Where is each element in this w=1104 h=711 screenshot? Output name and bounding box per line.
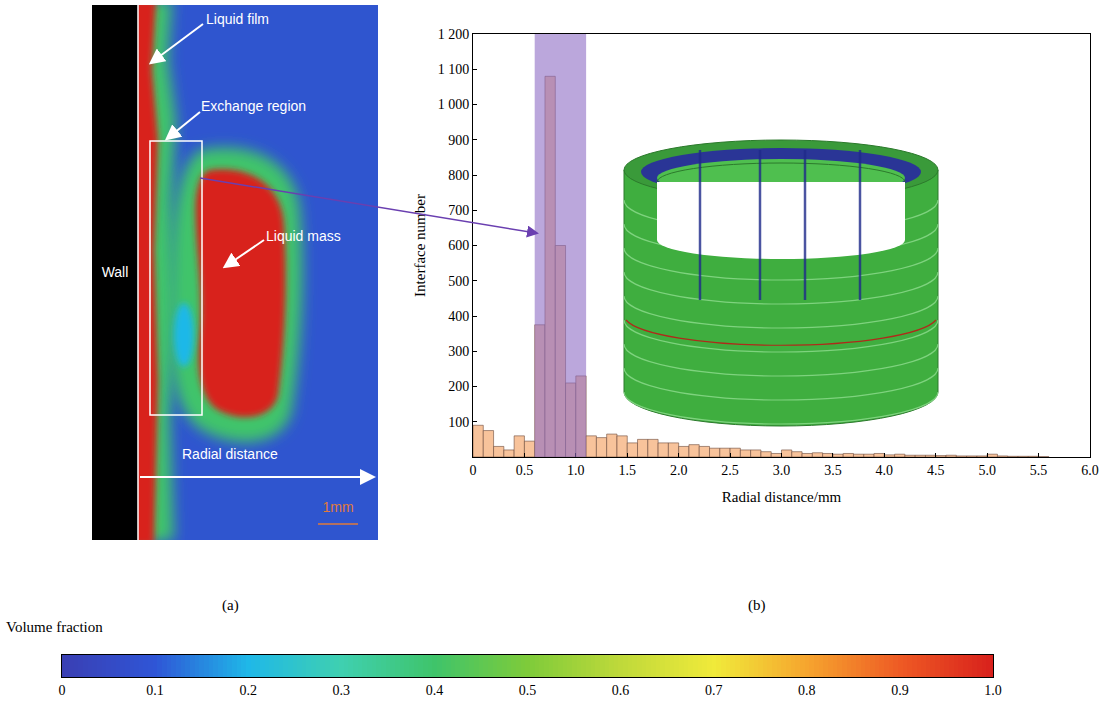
svg-text:200: 200: [448, 379, 469, 394]
svg-text:1.0: 1.0: [984, 683, 1002, 698]
svg-text:1mm: 1mm: [322, 499, 353, 515]
svg-text:5.0: 5.0: [978, 463, 996, 478]
svg-text:0: 0: [470, 463, 477, 478]
svg-text:0.8: 0.8: [798, 683, 816, 698]
svg-text:700: 700: [448, 203, 469, 218]
svg-text:0.6: 0.6: [612, 683, 630, 698]
svg-text:0.3: 0.3: [333, 683, 351, 698]
svg-text:1 100: 1 100: [438, 62, 470, 77]
svg-text:1 000: 1 000: [438, 97, 470, 112]
svg-text:4.5: 4.5: [927, 463, 945, 478]
svg-text:0: 0: [59, 683, 66, 698]
svg-text:Wall: Wall: [102, 264, 129, 280]
svg-text:Liquid mass: Liquid mass: [266, 228, 341, 244]
svg-text:Radial distance/mm: Radial distance/mm: [722, 489, 842, 505]
svg-text:1 200: 1 200: [438, 27, 470, 42]
svg-text:Liquid film: Liquid film: [206, 11, 269, 27]
svg-text:2.5: 2.5: [721, 463, 739, 478]
svg-text:3.0: 3.0: [773, 463, 791, 478]
svg-text:600: 600: [448, 238, 469, 253]
svg-text:(b): (b): [748, 597, 766, 614]
svg-text:6.0: 6.0: [1081, 463, 1099, 478]
svg-text:4.0: 4.0: [876, 463, 894, 478]
svg-text:900: 900: [448, 133, 469, 148]
svg-text:0.1: 0.1: [146, 683, 164, 698]
svg-text:(a): (a): [222, 597, 239, 614]
svg-text:300: 300: [448, 344, 469, 359]
svg-text:0.5: 0.5: [516, 463, 534, 478]
svg-text:Interface number: Interface number: [412, 194, 428, 297]
svg-text:800: 800: [448, 168, 469, 183]
svg-text:0.2: 0.2: [239, 683, 257, 698]
svg-text:0.5: 0.5: [519, 683, 537, 698]
svg-text:500: 500: [448, 274, 469, 289]
svg-text:Exchange region: Exchange region: [201, 98, 306, 114]
svg-text:5.5: 5.5: [1030, 463, 1048, 478]
svg-text:1.5: 1.5: [619, 463, 637, 478]
svg-text:0.7: 0.7: [705, 683, 723, 698]
svg-text:2.0: 2.0: [670, 463, 688, 478]
svg-text:3.5: 3.5: [824, 463, 842, 478]
svg-text:0.4: 0.4: [426, 683, 444, 698]
svg-text:1.0: 1.0: [567, 463, 585, 478]
svg-text:400: 400: [448, 309, 469, 324]
svg-text:0.9: 0.9: [891, 683, 909, 698]
svg-text:Radial distance: Radial distance: [182, 446, 278, 462]
svg-text:Volume fraction: Volume fraction: [6, 619, 103, 635]
svg-text:100: 100: [448, 415, 469, 430]
